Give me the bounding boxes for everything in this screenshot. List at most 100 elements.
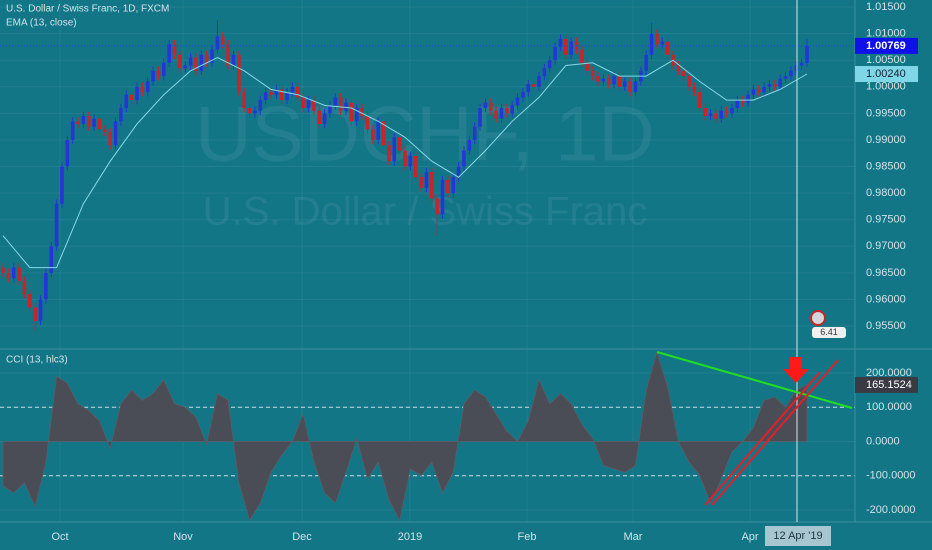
candle-body <box>692 86 697 93</box>
candle-body <box>92 118 96 127</box>
last-price-box <box>855 37 918 54</box>
candle-body <box>499 108 504 119</box>
candle-body <box>365 116 370 130</box>
trend-line <box>656 351 853 409</box>
cci-last-box <box>855 376 918 393</box>
candle-body <box>301 97 305 109</box>
candle-body <box>167 44 171 63</box>
candle-body <box>210 49 214 63</box>
y-tick-label: 0.96000 <box>866 293 906 305</box>
candle-body <box>204 54 209 63</box>
candle-body <box>730 108 734 114</box>
candle-body <box>510 105 514 114</box>
candle-body <box>285 92 289 101</box>
candle-body <box>97 118 102 130</box>
candle-body <box>558 38 563 47</box>
candle-body <box>494 110 498 119</box>
candle-body <box>183 65 188 69</box>
candle-body <box>129 94 134 101</box>
candle-body <box>103 129 107 132</box>
candle-body <box>215 36 220 50</box>
candle-body <box>392 137 397 162</box>
candle-body <box>446 179 450 194</box>
candle-body <box>333 97 338 106</box>
indicator-title: CCI (13, hlc3) <box>6 355 68 366</box>
candle-body <box>38 299 43 321</box>
candle-body <box>681 70 686 77</box>
alert-icon <box>810 310 826 326</box>
candle-body <box>274 89 279 95</box>
candle-body <box>773 84 777 87</box>
y-tick-label: 1.01000 <box>866 28 906 40</box>
candle-body <box>279 89 284 101</box>
candle-body <box>317 110 322 124</box>
badge-label: 6.41 <box>820 327 838 337</box>
candle-body <box>199 54 204 71</box>
y2-tick-label: 0.0000 <box>866 435 900 447</box>
candle-body <box>424 171 429 188</box>
candle-body <box>371 129 375 140</box>
candle-body <box>178 54 182 69</box>
candle-body <box>789 70 793 77</box>
candle-body <box>708 113 713 117</box>
candle-body <box>108 131 112 146</box>
candle-body <box>269 92 273 95</box>
channel-line <box>711 359 839 506</box>
cursor-label: 12 Apr '19 <box>773 530 822 542</box>
candle-body <box>290 86 295 93</box>
candle-body <box>478 108 482 127</box>
candle-body <box>220 36 225 45</box>
candle-body <box>263 92 268 101</box>
candle-body <box>649 33 654 55</box>
y-tick-label: 0.95500 <box>866 320 906 332</box>
y-tick-label: 0.97000 <box>866 240 906 252</box>
candle-body <box>172 44 177 55</box>
candle-body <box>440 179 445 215</box>
candle-body <box>17 267 21 281</box>
candle-body <box>735 100 740 109</box>
candle-body <box>590 70 595 77</box>
cursor-box <box>765 526 831 546</box>
cci-last-label: 165.1524 <box>866 379 912 391</box>
candle-body <box>54 203 59 247</box>
last-price-label: 1.00769 <box>866 40 906 52</box>
x-tick-label: Mar <box>624 531 643 543</box>
candle-body <box>253 110 257 114</box>
channel-line <box>704 371 821 506</box>
candle-body <box>387 145 391 162</box>
arrow <box>783 357 809 383</box>
candle-body <box>698 92 702 109</box>
candle-body <box>644 54 648 71</box>
candle-body <box>751 89 756 95</box>
candle-body <box>783 76 788 79</box>
candle-body <box>628 81 632 93</box>
candle-body <box>22 280 27 295</box>
candle-body <box>778 78 782 87</box>
candle-body <box>456 166 461 178</box>
candle-body <box>49 246 54 273</box>
candle-body <box>580 49 584 63</box>
candle-body <box>596 76 600 82</box>
candle-body <box>408 155 413 167</box>
candle-body <box>569 41 573 55</box>
y-tick-label: 0.99500 <box>866 107 906 119</box>
candle-body <box>617 76 622 87</box>
candle-body <box>60 166 64 204</box>
candle-body <box>119 108 123 122</box>
candle-body <box>451 177 456 194</box>
y2-tick-label: -200.0000 <box>866 504 916 516</box>
candle-body <box>360 108 364 117</box>
candle-body <box>247 108 252 114</box>
candle-body <box>403 150 407 167</box>
candle-body <box>354 108 359 122</box>
candle-body <box>537 76 541 87</box>
watermark-symbol: USDCHF, 1D <box>195 90 654 178</box>
candle-body <box>542 68 547 77</box>
candle-body <box>376 121 380 140</box>
y-tick-label: 1.00000 <box>866 81 906 93</box>
x-tick-label: Nov <box>173 531 193 543</box>
candle-body <box>531 84 536 87</box>
